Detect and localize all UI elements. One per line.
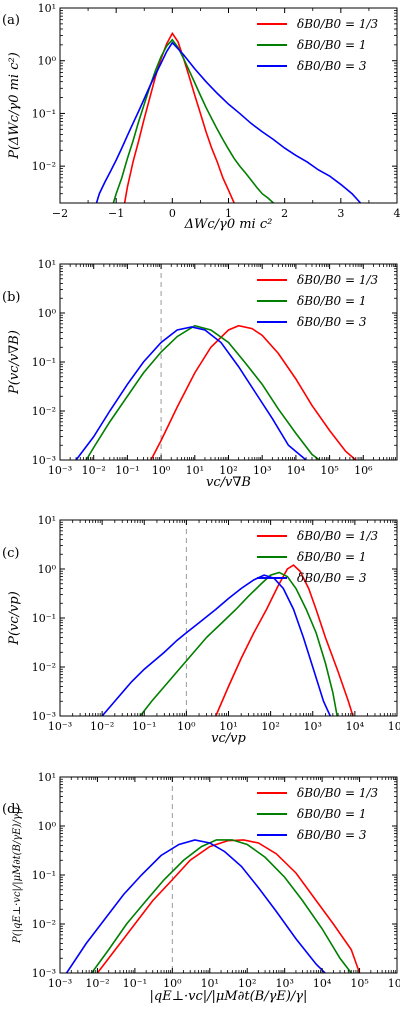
x-tick-label: 10⁰ <box>177 720 196 733</box>
y-tick-label: 10⁻³ <box>32 454 56 467</box>
legend-label-2: δB0/B0 = 1 <box>297 550 367 564</box>
y-axis-label: P(vc/vp) <box>7 591 22 646</box>
x-tick-label: 10⁵ <box>388 720 400 733</box>
x-tick-label: 10² <box>219 464 237 477</box>
x-axis-label: |qE⊥·vc|/|μM∂t(B/γE)/γ| <box>150 989 308 1004</box>
series-line-2 <box>139 571 338 716</box>
x-tick-label: 10³ <box>304 720 322 733</box>
x-tick-label: 4 <box>394 207 400 220</box>
y-axis-label: P(vc/v∇B) <box>7 330 22 395</box>
x-tick-label: 10⁻³ <box>48 720 72 733</box>
y-tick-label: 10⁻¹ <box>32 356 56 369</box>
x-tick-label: 10¹ <box>186 464 204 477</box>
x-tick-label: 10⁴ <box>346 720 365 733</box>
panel-c: 10⁻³ 10⁻² 10⁻¹ 10⁰ 10¹ 10² 10³ 10⁴ 10⁵ 10⁻³ 10⁻² 10… <box>2 514 400 746</box>
x-tick-label: 0 <box>169 207 176 220</box>
x-tick-label: 10⁻² <box>82 464 106 477</box>
series-line-1 <box>150 324 357 460</box>
y-tick-label: 10⁻³ <box>32 967 56 980</box>
x-tick-label: 10¹ <box>201 977 219 990</box>
y-tick-label: 10¹ <box>38 514 56 527</box>
series-line-3 <box>101 574 331 716</box>
x-tick-label: 10³ <box>253 464 271 477</box>
x-axis-label: ΔWc/γ0 mi c² <box>184 217 273 232</box>
legend-label-3: δB0/B0 = 3 <box>297 315 367 329</box>
y-tick-label: 10⁻¹ <box>32 612 56 625</box>
y-tick-label: 10⁻¹ <box>32 107 56 120</box>
x-tick-label: 10³ <box>275 977 293 990</box>
series-line-2 <box>112 38 274 203</box>
series-line-1 <box>215 564 354 716</box>
x-tick-label: 10⁰ <box>152 464 171 477</box>
legend-label-3: δB0/B0 = 3 <box>297 828 367 842</box>
x-tick-label: 10¹ <box>219 720 237 733</box>
series-line-2 <box>90 839 352 973</box>
legend-label-1: δB0/B0 = 1/3 <box>297 529 379 543</box>
x-tick-label: 10⁶ <box>388 977 400 990</box>
x-axis-label: vc/v∇B <box>206 475 251 490</box>
y-tick-label: 10⁻² <box>32 160 56 173</box>
y-tick-label: 10⁻³ <box>32 710 56 723</box>
y-tick-label: 10⁻² <box>32 918 56 931</box>
x-tick-label: 10⁻² <box>90 720 114 733</box>
y-tick-label: 10¹ <box>38 2 56 15</box>
legend-label-1: δB0/B0 = 1/3 <box>297 273 379 287</box>
y-tick-label: 10¹ <box>38 258 56 271</box>
legend-label-2: δB0/B0 = 1 <box>297 294 367 308</box>
x-tick-label: 10⁻¹ <box>132 720 156 733</box>
y-tick-label: 10⁰ <box>38 307 57 320</box>
x-tick-label: 10⁻³ <box>48 464 72 477</box>
x-tick-label: 10⁻¹ <box>123 977 147 990</box>
x-tick-label: 10⁻¹ <box>115 464 139 477</box>
series-line-2 <box>85 324 320 460</box>
x-tick-label: 3 <box>337 207 344 220</box>
panel-label: (c) <box>2 546 19 561</box>
x-tick-label: 10⁻² <box>85 977 109 990</box>
x-tick-label: 10⁰ <box>163 977 182 990</box>
x-axis-label: vc/vp <box>211 731 246 746</box>
y-axis-label: P(ΔWc/γ0 mi c²) <box>7 52 22 160</box>
legend-label-3: δB0/B0 = 3 <box>297 59 367 73</box>
series-line-1 <box>96 839 361 973</box>
panel-a: −2 −1 0 1 2 3 4 10⁻² 10⁻¹ 10⁰ 10¹ ΔWc/γ0 mi c² P(ΔWc… <box>2 2 400 232</box>
legend-label-1: δB0/B0 = 1/3 <box>297 786 379 800</box>
x-tick-label: 10⁴ <box>287 464 306 477</box>
y-axis-label: P(|qE⊥·vc|/|μM∂t(B/γE)/γ|) <box>12 807 23 944</box>
y-tick-label: 10⁰ <box>38 563 57 576</box>
x-tick-label: 10⁻³ <box>48 977 72 990</box>
x-tick-label: 2 <box>281 207 288 220</box>
legend-label-2: δB0/B0 = 1 <box>297 38 367 52</box>
series-line-1 <box>123 31 235 203</box>
panel-d: 10⁻³ 10⁻² 10⁻¹ 10⁰ 10¹ 10² 10³ 10⁴ 10⁵ 10⁶ 10⁻³ 10⁻… <box>2 771 400 1004</box>
y-tick-label: 10⁰ <box>38 55 57 68</box>
series-line-3 <box>75 326 307 460</box>
legend-label-2: δB0/B0 = 1 <box>297 807 367 821</box>
y-tick-label: 10⁻¹ <box>32 869 56 882</box>
panel-b: 10⁻³ 10⁻² 10⁻¹ 10⁰ 10¹ 10² 10³ 10⁴ 10⁵ 10⁶ 10⁻³ 10⁻… <box>2 258 398 490</box>
y-tick-label: 10⁻² <box>32 661 56 674</box>
x-tick-label: 10² <box>261 720 279 733</box>
series-line-3 <box>95 41 362 203</box>
x-tick-label: −2 <box>52 207 68 220</box>
x-tick-label: 1 <box>225 207 232 220</box>
panel-label: (d) <box>2 802 20 817</box>
panel-label: (b) <box>2 290 20 305</box>
x-tick-label: 10⁴ <box>313 977 332 990</box>
series-line-3 <box>65 839 326 973</box>
y-tick-label: 10⁻² <box>32 405 56 418</box>
x-tick-label: 10⁶ <box>354 464 373 477</box>
x-tick-label: 10² <box>238 977 256 990</box>
x-tick-label: 10⁵ <box>350 977 368 990</box>
y-tick-label: 10⁰ <box>38 820 57 833</box>
panel-label: (a) <box>2 13 20 28</box>
legend-label-3: δB0/B0 = 3 <box>297 571 367 585</box>
y-tick-label: 10¹ <box>38 771 56 784</box>
x-tick-label: 10⁵ <box>320 464 338 477</box>
legend-label-1: δB0/B0 = 1/3 <box>297 17 379 31</box>
x-tick-label: −1 <box>108 207 124 220</box>
